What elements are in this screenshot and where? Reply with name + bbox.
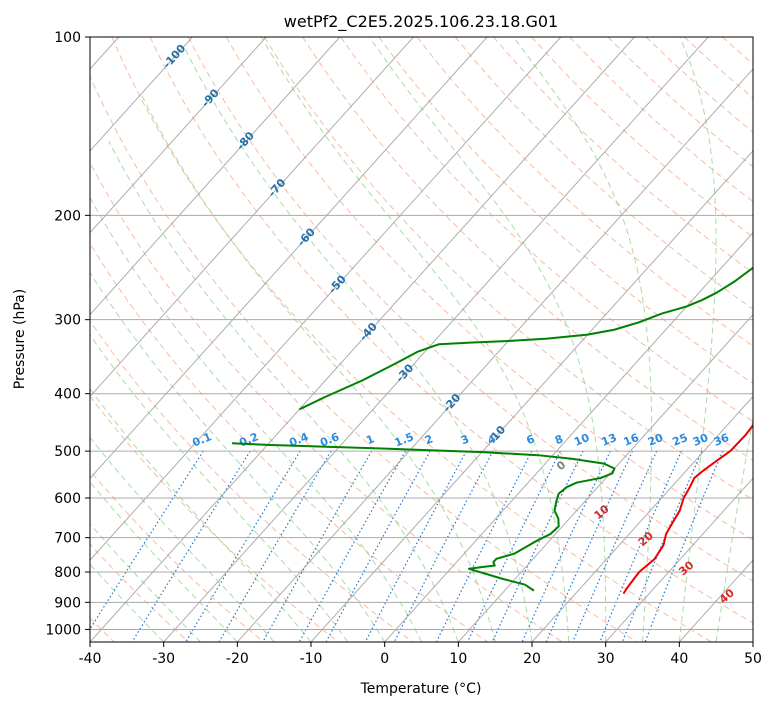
moist-adiabat xyxy=(90,271,386,642)
y-tick-label: 900 xyxy=(54,595,81,611)
y-tick-label: 200 xyxy=(54,208,81,224)
moist-adiabat xyxy=(261,37,570,642)
mixing-ratio-label: 1 xyxy=(364,432,376,447)
dry-adiabat xyxy=(302,37,753,461)
x-tick-label: 20 xyxy=(523,651,541,667)
isotherm-line xyxy=(90,37,341,316)
mixing-ratio-line xyxy=(521,450,611,642)
x-tick-label: 50 xyxy=(744,651,762,667)
mixing-ratio-label: 2 xyxy=(423,432,435,447)
dry-adiabat xyxy=(90,161,563,642)
mixing-ratio-line xyxy=(545,450,634,642)
dry-adiabat xyxy=(90,395,339,642)
moist-adiabat xyxy=(90,334,349,642)
moist-adiabat xyxy=(90,388,312,642)
moist-adiabat xyxy=(185,49,533,642)
x-tick-label: 40 xyxy=(670,651,688,667)
dry-adiabat xyxy=(111,37,712,642)
isotherm-line xyxy=(457,313,753,642)
x-tick-label: 30 xyxy=(597,651,615,667)
sounding-series xyxy=(231,266,753,595)
y-tick-label: 800 xyxy=(54,565,81,581)
isotherm-line xyxy=(163,37,709,642)
x-tick-label: -30 xyxy=(152,651,175,667)
y-tick-label: 300 xyxy=(54,313,81,329)
dry-adiabat xyxy=(378,37,753,385)
mixing-ratio-label: 20 xyxy=(646,431,665,449)
moist-adiabat xyxy=(90,563,165,642)
moist-adiabat xyxy=(369,37,607,642)
x-tick-label: -20 xyxy=(226,651,249,667)
moist-adiabat xyxy=(140,94,496,642)
y-tick-label: 500 xyxy=(54,444,81,460)
dry-adiabat xyxy=(149,37,753,624)
mixing-ratio-label: 25 xyxy=(671,431,690,449)
x-axis-title: Temperature (°C) xyxy=(360,681,482,697)
moist-adiabat xyxy=(512,37,653,642)
mixing-ratio-label: 30 xyxy=(691,431,710,449)
dry-adiabat xyxy=(264,37,753,501)
x-tick-label: 0 xyxy=(380,651,389,667)
dry-adiabat xyxy=(187,37,753,582)
isotherm-line xyxy=(90,37,488,480)
isotherm-line xyxy=(236,68,753,642)
mixing-ratio-line xyxy=(364,450,467,642)
mixing-ratio-label: 8 xyxy=(553,432,565,447)
x-tick-label: 10 xyxy=(449,651,467,667)
mixing-ratio-label: 3 xyxy=(459,432,471,447)
x-tick-label: -10 xyxy=(300,651,323,667)
moist-adiabat xyxy=(90,196,422,642)
dry-adiabat xyxy=(90,543,190,642)
mixing-ratio-label: 13 xyxy=(600,431,619,449)
isotherm-line xyxy=(90,37,414,398)
mixing-ratio-line xyxy=(466,450,561,642)
dry-adiabat xyxy=(90,242,488,642)
isotherm-line xyxy=(384,231,753,642)
y-tick-label: 100 xyxy=(54,30,81,46)
moist-adiabat xyxy=(90,481,238,642)
moist-adiabat xyxy=(90,523,201,642)
isotherm-line xyxy=(310,150,753,642)
moist-adiabat xyxy=(715,415,753,642)
mixing-ratio-line xyxy=(262,450,373,642)
dewpoint_upper-profile xyxy=(299,266,753,411)
x-tick-label: -40 xyxy=(79,651,102,667)
moist-adiabat xyxy=(678,37,717,642)
mixing-ratio-line xyxy=(131,450,251,642)
y-tick-label: 700 xyxy=(54,531,81,547)
chart-title: wetPf2_C2E5.2025.106.23.18.G01 xyxy=(284,12,558,32)
isotherm-line xyxy=(90,37,267,234)
plot-frame xyxy=(89,36,754,643)
axes: -40 -30 -20 -10 0 10 20 30 40 50 100 200 300 400 500 60… xyxy=(45,30,762,667)
dry-adiabat xyxy=(340,37,753,423)
dewpoint-profile xyxy=(231,442,616,592)
y-axis-title: Pressure (hPa) xyxy=(12,289,28,389)
background-lines xyxy=(90,37,753,642)
dry-adiabat xyxy=(90,75,638,642)
mixing-ratio-line xyxy=(298,450,406,642)
y-tick-label: 600 xyxy=(54,491,81,507)
mixing-ratio-line xyxy=(644,450,724,642)
mixing-ratio-line xyxy=(325,450,431,642)
mixing-ratio-label: 36 xyxy=(712,431,731,449)
y-tick-label: 400 xyxy=(54,387,81,403)
isotherm-line xyxy=(531,395,753,642)
y-tick-label: 1000 xyxy=(45,622,81,638)
isotherm-line xyxy=(90,37,193,152)
mixing-ratio-line xyxy=(435,450,533,642)
isotherm-line xyxy=(90,37,635,642)
mixing-ratio-label: 10 xyxy=(572,431,591,449)
isotherm-line xyxy=(605,477,753,642)
mixing-ratio-label: 16 xyxy=(622,431,641,449)
temperature-profile xyxy=(622,423,753,595)
isotherm-line xyxy=(90,37,562,561)
